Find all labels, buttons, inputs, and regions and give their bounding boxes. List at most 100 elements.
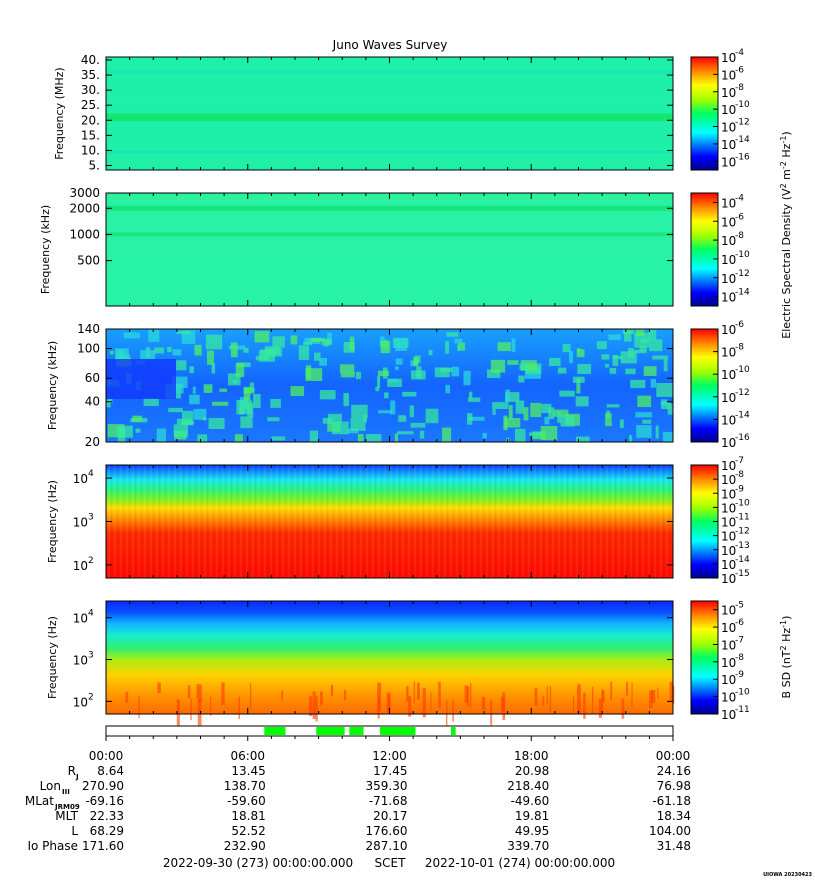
ephemeris-value: -69.16 [85,794,124,808]
emission-streak [344,690,347,701]
mode-bar-segment [349,727,364,735]
emission-patch [650,378,657,388]
emission-patch [394,433,399,442]
emission-patch [349,336,355,351]
colorbar-tick-exponent: -10 [735,688,750,698]
ephemeris-value: 20.17 [373,809,407,823]
emission-patch [609,367,617,374]
y-tick-label: 3000 [69,186,100,200]
emission-patch [327,332,332,345]
emission-streak [591,686,594,715]
emission-patch [568,350,573,364]
colorbar-tick-label: 10 [721,138,736,152]
y-tick-label: 60 [85,371,100,385]
emission-patch [377,370,389,377]
emission-patch [446,332,459,337]
emission-patch [267,417,280,422]
emission-band [106,159,673,163]
mode-bar-segment [316,727,345,735]
emission-patch [140,350,156,360]
ephemeris-value: 31.48 [657,839,691,853]
emission-streak [281,690,284,701]
emission-patch [193,408,207,420]
y-tick-label: 15. [81,128,100,142]
emission-patch [194,344,202,356]
emission-patch [492,402,509,409]
panel-2 [105,192,719,307]
colorbar-tick-label: 10 [721,656,736,670]
emission-streak [125,691,129,703]
emission-patch [648,329,657,340]
emission-patch [605,413,612,427]
ephemeris-value: 171.60 [82,839,124,853]
ephemeris-value: 17.45 [373,764,407,778]
emission-patch [168,407,183,413]
emission-patch [605,363,610,368]
ephemeris-subscript: III [62,788,70,796]
colorbar-tick-label: 10 [721,121,736,135]
emission-patch [181,410,194,426]
colorbar-tick-exponent: -7 [735,456,744,466]
emission-patch [312,338,322,342]
emission-streak [649,690,653,708]
panel-5 [105,600,719,730]
emission-streak [221,682,225,705]
time-label: 06:00 [230,749,265,763]
emission-patch [576,378,581,394]
emission-patch [596,341,607,350]
emission-patch [402,391,417,397]
emission-patch [630,379,646,389]
ephemeris-value: 104.00 [649,824,691,838]
emission-patch [642,419,652,424]
emission-streak [572,696,575,713]
emission-streak [502,692,506,720]
panel-1 [105,56,719,171]
y-tick-label: 40. [81,53,100,67]
emission-patch [549,357,561,367]
ephemeris-label: MLT [55,809,78,823]
colorbar-label-electric-text: Electric Spectral Density (V [780,188,793,339]
emission-patch [132,415,143,422]
emission-patch [508,405,513,419]
emission-patch [608,334,621,340]
emission-streak [413,681,416,704]
colorbar-tick-exponent: -4 [735,193,744,203]
emission-patch [390,400,396,415]
y-tick-label: 500 [77,254,100,268]
spectrogram-2 [106,193,673,306]
emission-patch [419,430,425,439]
emission-patch [211,363,216,374]
ephemeris-value: 270.90 [82,779,124,793]
emission-streak [315,695,318,722]
emission-patch [398,415,407,422]
emission-streak [387,694,390,714]
emission-patch [620,351,637,364]
colorbar-tick-exponent: -4 [735,48,744,58]
colorbar-tick-label: 10 [721,68,736,82]
emission-streak [250,682,252,709]
emission-patch [410,422,426,428]
emission-patch [457,342,466,351]
emission-patch [523,407,529,421]
colorbar-tick-exponent: -12 [735,527,750,537]
colorbar-tick-label: 10 [721,86,736,100]
emission-streak [197,699,202,726]
colorbar-tick-exponent: -14 [735,288,750,298]
emission-streak [466,686,470,707]
colorbar-tick-label: 10 [721,291,736,305]
colorbar-tick-exponent: -12 [735,118,750,128]
emission-streak [631,682,633,707]
colorbar [690,328,719,443]
emission-patch [428,349,433,356]
emission-streak [238,696,240,719]
colorbar-tick-exponent: -12 [735,269,750,279]
emission-patch [661,401,671,410]
emission-streak [446,699,448,728]
emission-patch [629,435,633,442]
watermark: UIOWA 20230423 [763,872,812,878]
emission-band [106,232,673,237]
emission-band [106,151,673,155]
emission-patch [154,347,165,354]
colorbar-tick-exponent: -9 [735,484,744,494]
colorbar-tick-label: 10 [721,368,736,382]
